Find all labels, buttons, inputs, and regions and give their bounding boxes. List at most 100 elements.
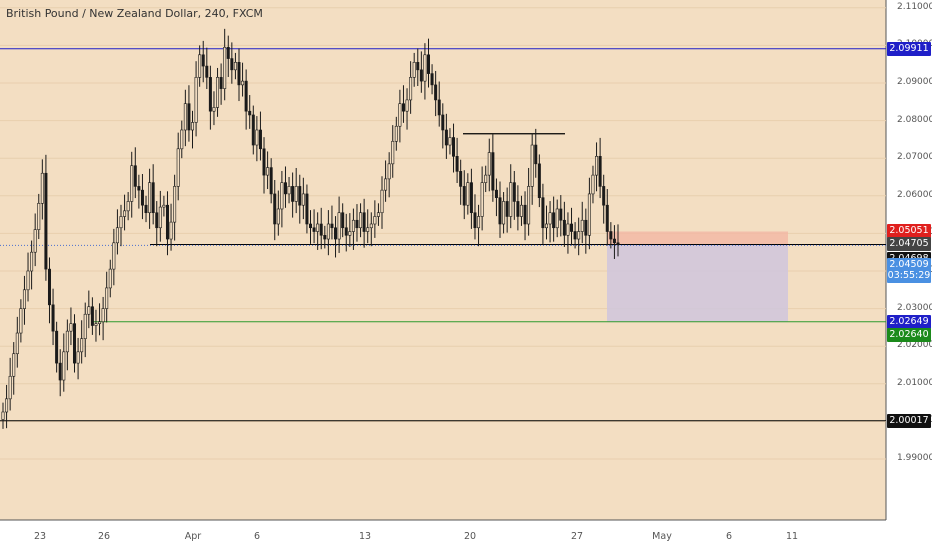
- candle: [523, 191, 527, 241]
- entry-price-tag: 2.04509: [887, 257, 931, 272]
- time-tick-label: 13: [358, 531, 372, 542]
- candle-body: [76, 351, 80, 364]
- candle: [591, 165, 595, 204]
- candle-body: [105, 287, 109, 309]
- candle-body: [276, 208, 280, 225]
- candle-body: [348, 231, 352, 236]
- candle: [351, 208, 355, 250]
- candle: [112, 228, 116, 286]
- candle-body: [137, 186, 141, 191]
- candle-body: [326, 223, 330, 240]
- candle: [605, 189, 609, 246]
- candle: [609, 222, 613, 249]
- candle-body: [337, 212, 341, 240]
- candle-body: [69, 323, 73, 332]
- time-tick-label: 26: [97, 531, 111, 542]
- candle: [37, 193, 41, 240]
- candle: [466, 173, 470, 215]
- candle-body: [344, 227, 348, 236]
- candle-body: [452, 137, 456, 157]
- candle-body: [373, 216, 377, 225]
- candle: [544, 205, 548, 240]
- candle: [412, 52, 416, 87]
- take-profit-zone: [607, 244, 788, 322]
- candle-body: [473, 212, 477, 229]
- candle-body: [15, 332, 19, 355]
- candle: [455, 137, 459, 184]
- candle: [230, 42, 234, 84]
- candle-body: [555, 208, 559, 229]
- candle: [151, 164, 155, 225]
- candle: [355, 204, 359, 242]
- candle-body: [498, 197, 502, 225]
- candle-body: [416, 62, 420, 71]
- candle: [448, 128, 452, 155]
- candle-body: [437, 99, 441, 116]
- candle-body: [359, 212, 363, 229]
- candle-body: [165, 204, 169, 240]
- candle-body: [22, 289, 26, 309]
- candle-body: [487, 152, 491, 176]
- candle: [208, 65, 212, 130]
- candle-body: [298, 186, 302, 206]
- candle-body: [305, 193, 309, 225]
- candle-body: [158, 206, 162, 229]
- candle-body: [12, 353, 16, 377]
- candle: [47, 257, 51, 324]
- candle-body: [459, 171, 463, 187]
- candle: [434, 70, 438, 117]
- candle: [426, 38, 430, 88]
- time-tick-label: 11: [785, 531, 799, 542]
- candle: [366, 209, 370, 244]
- candle-body: [194, 77, 198, 123]
- time-tick-label: 6: [725, 531, 733, 542]
- candle: [205, 47, 209, 90]
- time-axis-bg: [0, 520, 932, 550]
- candle-body: [401, 103, 405, 112]
- candle: [123, 194, 127, 231]
- candle-body: [405, 99, 409, 112]
- candle: [33, 213, 37, 267]
- candle: [616, 224, 620, 257]
- candle: [530, 133, 534, 205]
- candle-body: [530, 144, 534, 187]
- candle: [287, 177, 291, 204]
- candle: [491, 134, 495, 202]
- candle-body: [205, 65, 209, 78]
- candle-body: [527, 186, 531, 225]
- candle-body: [598, 156, 602, 187]
- candle: [65, 319, 69, 371]
- candle: [570, 207, 574, 246]
- price-tick-label: 2.06000: [897, 189, 932, 200]
- candle-body: [516, 201, 520, 217]
- candle: [283, 166, 287, 208]
- candle: [237, 48, 241, 102]
- candle: [155, 201, 159, 247]
- candle: [419, 51, 423, 93]
- candle: [58, 349, 62, 397]
- candle-body: [391, 140, 395, 165]
- support-price-tag: 2.04705: [887, 237, 931, 252]
- candle-body: [523, 204, 527, 225]
- candle: [130, 151, 134, 218]
- candle: [148, 168, 152, 229]
- stop-loss-price-tag: 2.05051: [887, 224, 931, 239]
- candle: [216, 67, 220, 117]
- candle-body: [1, 411, 5, 420]
- candle: [191, 110, 195, 149]
- candle-body: [233, 62, 237, 71]
- candle: [552, 196, 556, 242]
- candle: [430, 64, 434, 95]
- candle: [537, 154, 541, 208]
- candle-body: [455, 156, 459, 172]
- candle-body: [51, 304, 55, 332]
- candle: [444, 113, 448, 159]
- resistance-price-tag: 2.09911: [887, 41, 931, 56]
- candle: [409, 61, 413, 114]
- candle-body: [323, 234, 327, 240]
- candle: [105, 271, 109, 323]
- candle-body: [430, 73, 434, 86]
- candle: [241, 62, 245, 97]
- candle: [337, 196, 341, 253]
